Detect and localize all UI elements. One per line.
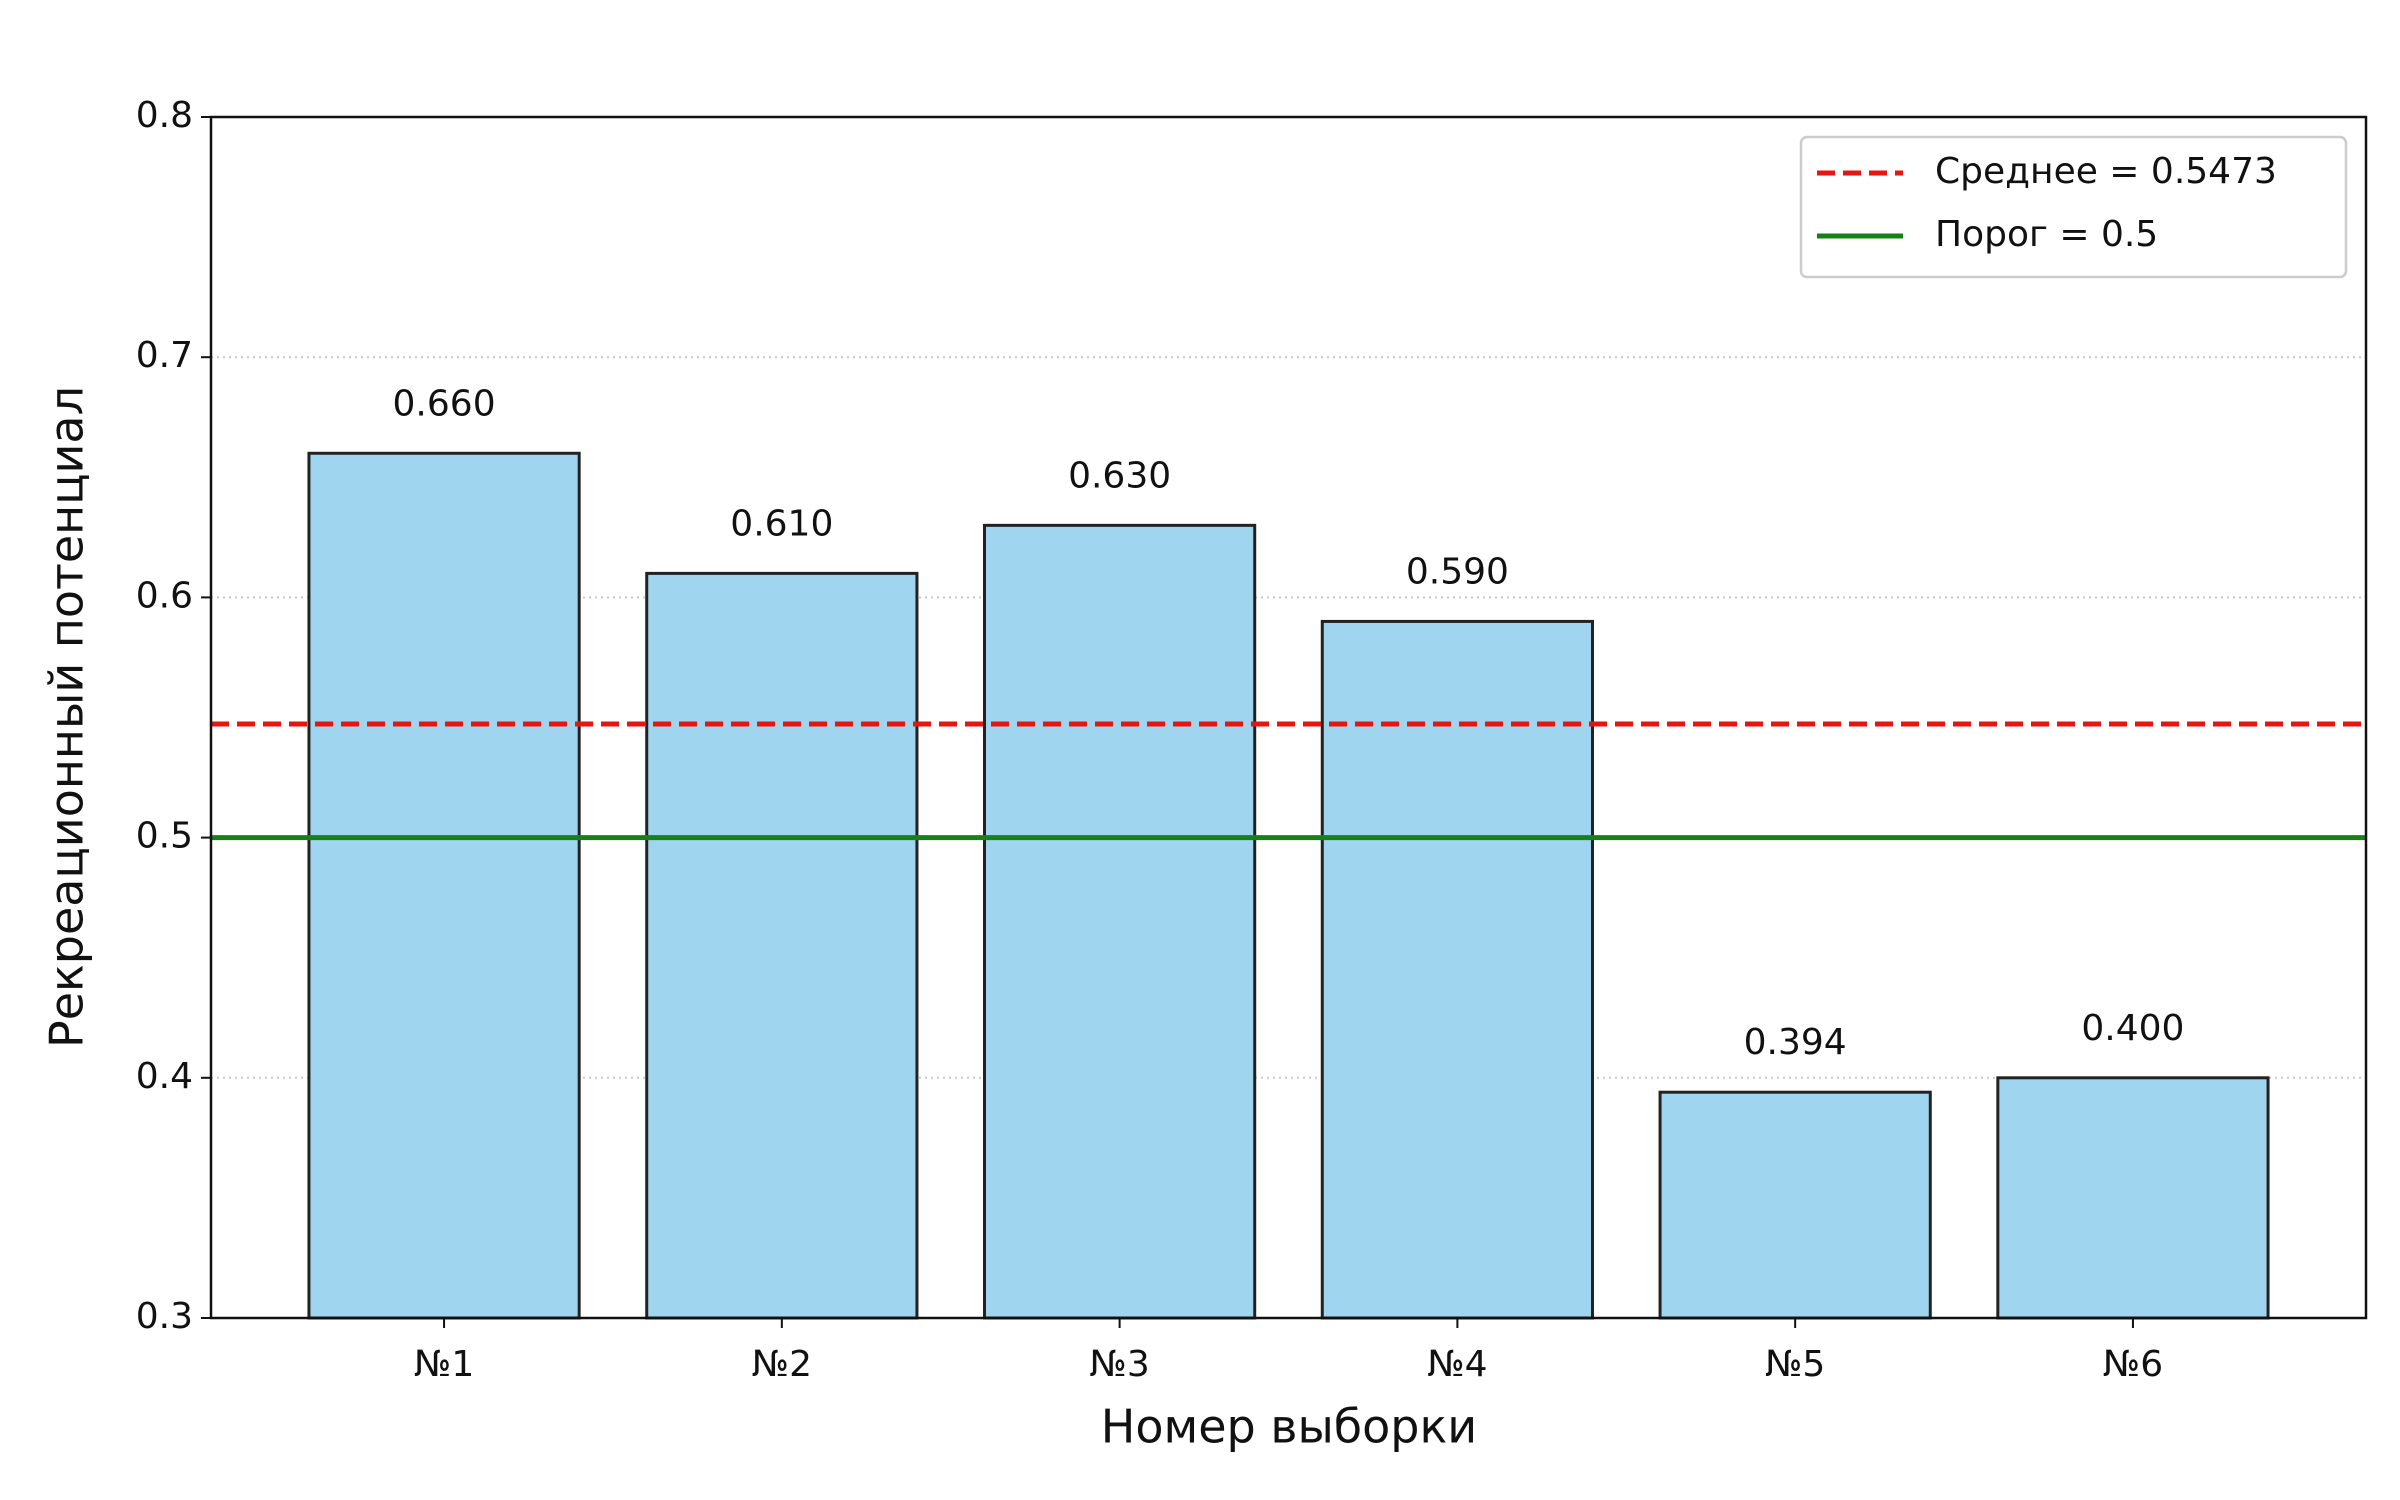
- y-tick-label: 0.6: [136, 575, 193, 616]
- axes-frame: [209, 115, 2368, 1320]
- value-label: 0.394: [1744, 1022, 1847, 1063]
- x-tick-label: №1: [414, 1344, 474, 1385]
- x-axis-label: Номер выборки: [1101, 1400, 1477, 1454]
- y-tick-label: 0.4: [136, 1056, 193, 1097]
- y-tick-label: 0.7: [136, 335, 193, 376]
- y-tick-label: 0.5: [136, 816, 193, 857]
- bar: [1996, 1076, 2270, 1320]
- x-tick-label: №4: [1427, 1344, 1487, 1385]
- y-axis-label: Рекреационный потенциал: [40, 386, 94, 1048]
- y-tick-label: 0.3: [136, 1296, 193, 1337]
- x-tick-label: №6: [2103, 1344, 2163, 1385]
- value-label: 0.630: [1068, 455, 1171, 496]
- bar: [307, 451, 581, 1320]
- legend-box: [1799, 135, 2348, 279]
- value-label: 0.610: [730, 503, 833, 544]
- x-tick-label: №5: [1765, 1344, 1825, 1385]
- value-label: 0.660: [393, 383, 496, 424]
- x-tick-label: №3: [1089, 1344, 1149, 1385]
- bar: [645, 571, 919, 1320]
- legend-label: Порог = 0.5: [1935, 214, 2158, 255]
- value-label: 0.400: [2081, 1008, 2184, 1049]
- bar: [1320, 619, 1594, 1320]
- bar: [983, 523, 1257, 1320]
- y-tick-label: 0.8: [136, 95, 193, 136]
- value-label: 0.590: [1406, 551, 1509, 592]
- legend-label: Среднее = 0.5473: [1935, 151, 2277, 192]
- bar: [1658, 1090, 1932, 1320]
- x-tick-label: №2: [752, 1344, 812, 1385]
